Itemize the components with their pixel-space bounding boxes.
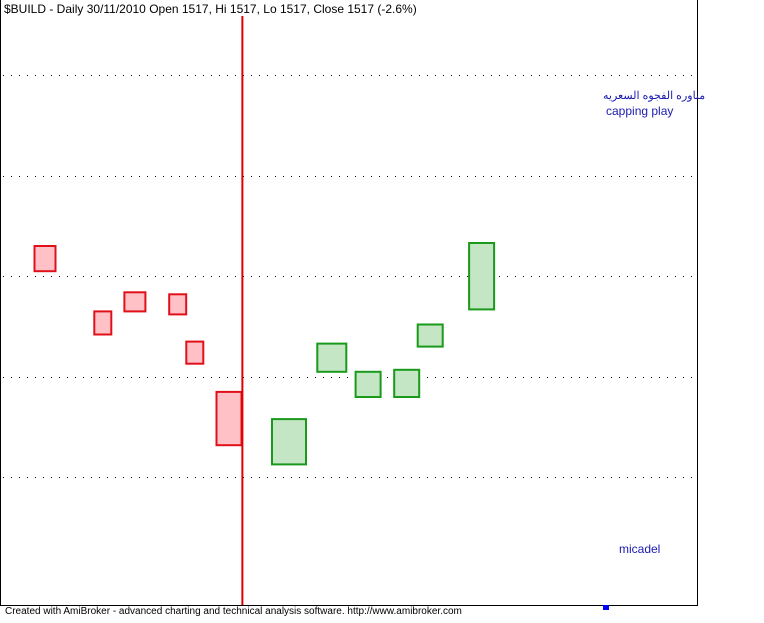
chart-frame [0, 0, 698, 606]
candle-down [33, 245, 57, 273]
annotation-author: micadel [619, 542, 661, 556]
footer-credit: Created with AmiBroker - advanced charti… [5, 606, 462, 617]
candle-up [468, 242, 496, 311]
candle-up [271, 418, 307, 466]
annotation-capping-play: capping play [606, 104, 674, 118]
candle-down [123, 291, 147, 313]
candle-up [393, 368, 421, 398]
candle-down [215, 390, 243, 447]
blue-marker [603, 605, 609, 610]
candle-up [316, 342, 348, 373]
candle-up [354, 370, 382, 398]
chart-title: $BUILD - Daily 30/11/2010 Open 1517, Hi … [4, 2, 417, 16]
candles [33, 16, 496, 606]
annotation-arabic: مناوره الفجوه السعريه [603, 90, 706, 102]
candle-down [185, 340, 205, 365]
candle-up [416, 323, 444, 348]
candle-down [168, 293, 188, 316]
candle-down [93, 310, 113, 336]
gridlines [3, 75, 695, 478]
